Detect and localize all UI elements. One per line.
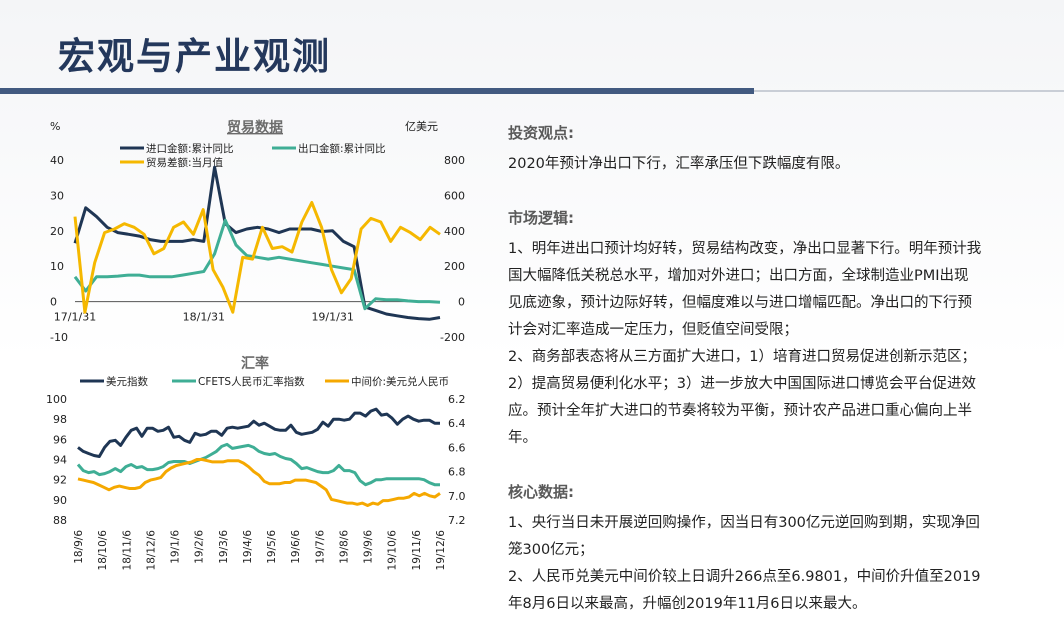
chart-title: 汇率 — [241, 355, 269, 372]
investment-view-text: 2020年预计净出口下行，汇率承压但下跌幅度有限。 — [508, 156, 850, 172]
x-tick-label: 19/12/6 — [435, 530, 447, 571]
left-tick-label: 88 — [53, 514, 67, 527]
left-tick-label: 20 — [50, 225, 64, 238]
title-bar-tail — [754, 90, 1064, 92]
right-tick-label: 6.4 — [448, 417, 466, 430]
left-tick-label: 94 — [53, 454, 67, 467]
legend: 进口金额:累计同比 出口金额:累计同比 贸易差额:当月值 — [120, 142, 386, 169]
x-tick-label: 19/5/6 — [266, 530, 278, 564]
fx-chart: 汇率 美元指数 CFETS人民币汇率指数 中间价:美元兑人民币 100 98 96 9… — [46, 355, 466, 571]
right-axis-unit: 亿美元 — [405, 120, 438, 133]
legend-export: 出口金额:累计同比 — [298, 142, 386, 155]
title-bar — [0, 88, 754, 94]
x-tick-label: 19/1/6 — [170, 530, 182, 564]
x-tick-label: 19/7/6 — [314, 530, 326, 564]
core-data-heading: 核心数据: — [508, 483, 574, 501]
legend: 美元指数 CFETS人民币汇率指数 中间价:美元兑人民币 — [80, 375, 449, 388]
x-tick-label: 19/2/6 — [194, 530, 206, 564]
right-tick-label: 7.2 — [448, 514, 466, 527]
series-line-1 — [76, 442, 440, 487]
core-data-p2: 2、人民币兑美元中间价较上日调升266点至6.9801，中间价升值至2019年8… — [508, 569, 981, 612]
x-tick-label: 18/1/31 — [183, 311, 225, 324]
right-tick-label: 400 — [444, 225, 465, 238]
page-title: 宏观与产业观测 — [58, 35, 331, 78]
right-tick-label: 600 — [444, 189, 465, 202]
right-tick-label: -200 — [440, 331, 465, 344]
series-line-1 — [73, 218, 441, 311]
series-line-2 — [73, 201, 441, 314]
right-tick-label: 6.8 — [448, 466, 466, 479]
left-tick-label: 98 — [53, 413, 67, 426]
x-tick-label: 17/1/31 — [54, 311, 96, 324]
left-tick-label: 40 — [50, 154, 64, 167]
left-tick-label: 90 — [53, 494, 67, 507]
left-tick-label: 92 — [53, 474, 67, 487]
left-tick-label: 100 — [46, 393, 67, 406]
legend-dxy: 美元指数 — [106, 375, 148, 388]
market-logic-p2: 2、商务部表态将从三方面扩大进口，1）培育进口贸易促进创新示范区；2）提高贸易便… — [508, 349, 976, 446]
market-logic-heading: 市场逻辑: — [508, 209, 574, 227]
right-tick-label: 6.2 — [448, 393, 466, 406]
investment-view-heading: 投资观点: — [508, 124, 574, 142]
x-tick-label: 19/11/6 — [411, 530, 423, 571]
x-tick-label: 19/3/6 — [218, 530, 230, 564]
analysis-panel: 投资观点: 2020年预计净出口下行，汇率承压但下跌幅度有限。 市场逻辑: 1、… — [508, 120, 983, 618]
left-tick-label: 30 — [50, 189, 64, 202]
background — [0, 0, 1064, 599]
left-tick-label: -10 — [50, 331, 68, 344]
trade-chart: 贸易数据 % 亿美元 进口金额:累计同比 出口金额:累计同比 贸易差额:当月值 … — [50, 119, 465, 344]
x-tick-label: 19/9/6 — [363, 530, 375, 564]
right-tick-label: 6.6 — [448, 441, 466, 454]
left-tick-label: 0 — [50, 296, 57, 309]
x-tick-label: 18/10/6 — [97, 530, 109, 571]
x-tick-label: 18/12/6 — [145, 530, 157, 571]
x-tick-label: 19/1/31 — [311, 311, 353, 324]
left-tick-label: 10 — [50, 260, 64, 273]
right-tick-label: 800 — [444, 154, 465, 167]
x-tick-label: 19/4/6 — [242, 530, 254, 564]
market-logic-p1: 1、明年进出口预计均好转，贸易结构改变，净出口显著下行。明年预计我国大幅降低关税… — [508, 241, 982, 338]
x-tick-label: 18/9/6 — [73, 530, 85, 564]
left-axis-unit: % — [50, 120, 60, 133]
left-tick-label: 96 — [53, 433, 67, 446]
series-line-2 — [77, 458, 441, 507]
series-line-0 — [73, 165, 441, 321]
core-data-p1: 1、央行当日未开展逆回购操作，因当日有300亿元逆回购到期，实现净回笼300亿元… — [508, 515, 980, 558]
right-tick-label: 7.0 — [448, 490, 466, 503]
right-tick-label: 0 — [458, 296, 465, 309]
x-tick-label: 18/11/6 — [121, 530, 133, 571]
series-line-0 — [77, 407, 440, 458]
legend-balance: 贸易差额:当月值 — [146, 156, 224, 169]
x-tick-label: 19/6/6 — [290, 530, 302, 564]
x-tick-label: 19/8/6 — [339, 530, 351, 564]
legend-import: 进口金额:累计同比 — [146, 142, 234, 155]
legend-cfets: CFETS人民币汇率指数 — [198, 375, 305, 388]
right-tick-label: 200 — [444, 260, 465, 273]
legend-cny: 中间价:美元兑人民币 — [351, 375, 449, 388]
chart-title: 贸易数据 — [227, 119, 283, 136]
x-tick-label: 19/10/6 — [387, 530, 399, 571]
